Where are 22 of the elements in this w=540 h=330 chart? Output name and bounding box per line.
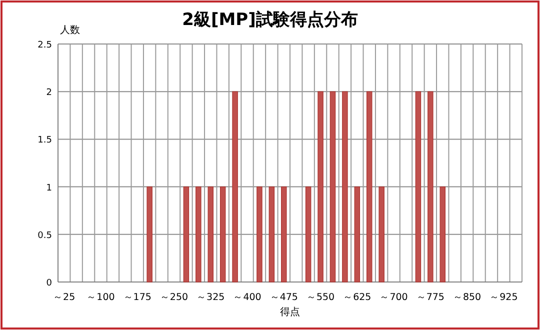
x-tick-label: ～400 <box>233 292 262 303</box>
x-tick-label: ～475 <box>270 292 298 303</box>
x-tick-label: ～700 <box>380 292 408 303</box>
chart-title: 2級[MP]試験得点分布 <box>182 10 358 30</box>
y-axis-title: 人数 <box>60 25 80 36</box>
x-tick-label: ～625 <box>343 292 372 303</box>
y-tick-label: 2.5 <box>38 40 52 50</box>
y-tick-label: 1.5 <box>38 136 52 146</box>
x-tick-label: ～850 <box>452 292 482 303</box>
y-tick-label: 1 <box>46 183 52 194</box>
y-tick-label: 0 <box>46 278 52 288</box>
y-tick-label: 0.5 <box>38 230 52 241</box>
x-axis-title: 得点 <box>280 306 300 318</box>
x-tick-label: ～175 <box>123 292 152 303</box>
x-tick-label: ～100 <box>86 292 115 303</box>
x-tick-label: ～325 <box>196 292 225 303</box>
x-tick-label: ～25 <box>53 292 76 303</box>
x-tick-label: ～250 <box>160 292 188 303</box>
y-tick-label: 2 <box>46 88 52 98</box>
x-tick-label: ～550 <box>306 292 335 303</box>
x-tick-label: ～775 <box>416 292 444 303</box>
x-tick-label: ～925 <box>490 292 518 303</box>
